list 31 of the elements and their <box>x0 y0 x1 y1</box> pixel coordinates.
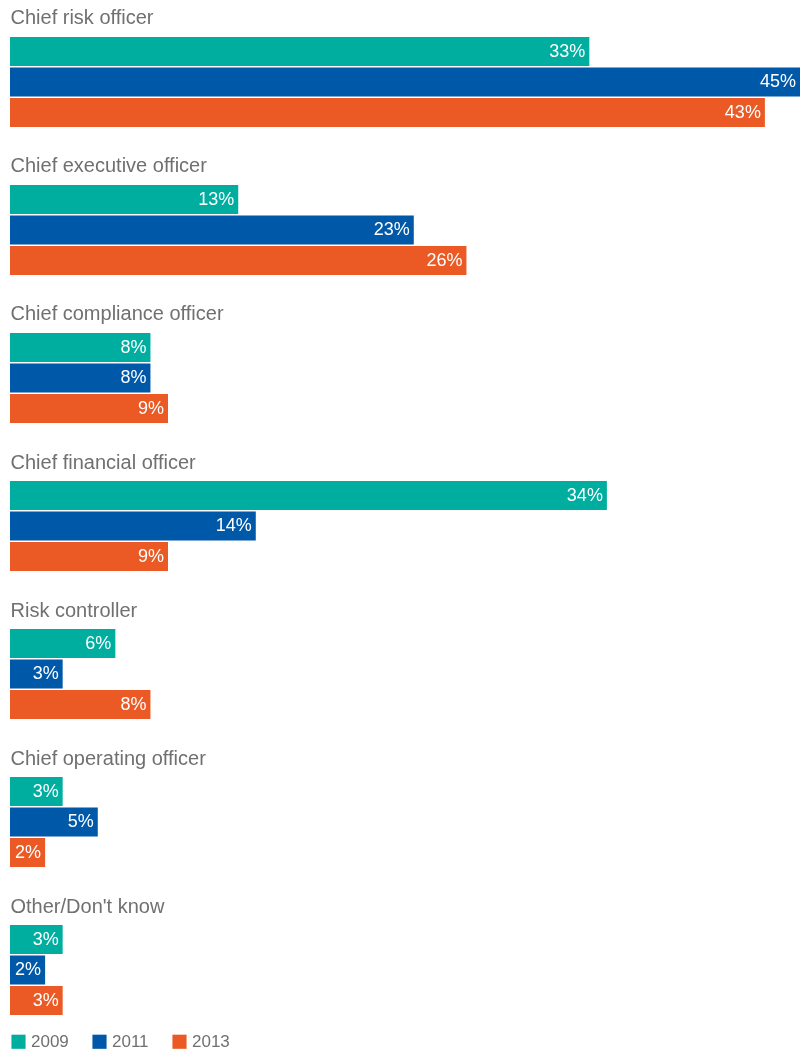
legend-label: 2013 <box>192 1031 230 1051</box>
data-label: 8% <box>120 336 147 357</box>
data-label: 3% <box>32 928 59 949</box>
data-label: 2% <box>15 841 42 862</box>
y-tick-label: Risk controller <box>10 598 138 621</box>
data-label: 23% <box>373 219 410 240</box>
y-tick-label: Chief risk officer <box>10 6 154 29</box>
data-label: 13% <box>198 188 235 209</box>
y-tick-label: Chief operating officer <box>10 746 207 769</box>
data-label: 2% <box>15 959 42 980</box>
legend-label: 2009 <box>31 1031 69 1051</box>
y-tick-label: Other/Don't know <box>10 894 165 917</box>
legend-label: 2011 <box>112 1031 149 1051</box>
data-label: 34% <box>566 484 603 505</box>
y-tick-label: Chief compliance officer <box>10 302 224 325</box>
data-label: 33% <box>549 40 586 61</box>
data-label: 5% <box>67 811 94 832</box>
y-tick-label: Chief financial officer <box>10 450 197 473</box>
data-label: 3% <box>32 663 59 684</box>
data-label: 14% <box>215 515 252 536</box>
data-label: 45% <box>759 71 796 91</box>
data-label: 3% <box>32 780 59 801</box>
data-label: 8% <box>120 367 147 388</box>
data-label: 9% <box>137 397 164 418</box>
y-tick-label: Chief executive officer <box>10 154 208 177</box>
data-label: 6% <box>85 632 112 653</box>
data-label: 3% <box>32 989 59 1010</box>
data-label: 26% <box>426 249 463 270</box>
data-label: 9% <box>137 545 164 566</box>
data-label: 43% <box>724 101 761 122</box>
data-label: 8% <box>120 693 147 714</box>
